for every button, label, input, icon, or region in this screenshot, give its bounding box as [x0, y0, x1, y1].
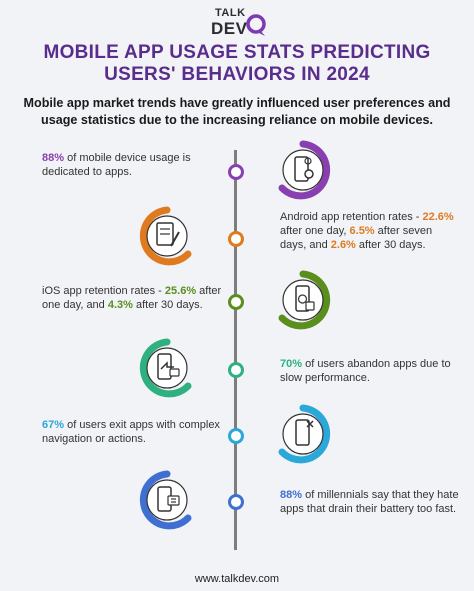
timeline-dot-3 [228, 294, 244, 310]
timeline-dot-1 [228, 164, 244, 180]
stat-text-4: 70% of users abandon apps due to slow pe… [280, 358, 451, 384]
document-edit-icon [139, 206, 192, 266]
logo: TALK DEV [207, 6, 267, 40]
timeline-dot-2 [228, 231, 244, 247]
timeline-dot-6 [228, 494, 244, 510]
stat-text-5: 67% of users exit apps with complex navi… [42, 419, 220, 445]
stat-text-3: iOS app retention rates - 25.6% after on… [42, 285, 222, 311]
footer-url: www.talkdev.com [194, 573, 280, 585]
phone-exit-icon [139, 338, 192, 398]
stat-text-1: 88% of mobile device usage is dedicated … [42, 152, 191, 178]
logo-text-talk: TALK [215, 7, 246, 19]
phone-money-icon [278, 270, 331, 330]
timeline-dot-4 [228, 362, 244, 378]
stat-text-2: Android app retention rates - 22.6% afte… [280, 211, 454, 251]
page-title-line1: MOBILE APP USAGE STATS PREDICTING [43, 42, 431, 63]
timeline-axis [234, 150, 237, 550]
subtitle: Mobile app market trends have greatly in… [23, 96, 451, 127]
page-title-line2: USERS' BEHAVIORS IN 2024 [104, 64, 370, 85]
logo-text-dev: DEV [211, 19, 248, 38]
stat-text-6: 88% of millennials say that they hate ap… [280, 489, 459, 515]
timeline-dot-5 [228, 428, 244, 444]
phone-settings-icon [278, 140, 331, 200]
battery-icon [139, 470, 192, 530]
logo-bubble-icon [246, 14, 266, 36]
phone-close-icon [278, 404, 331, 464]
